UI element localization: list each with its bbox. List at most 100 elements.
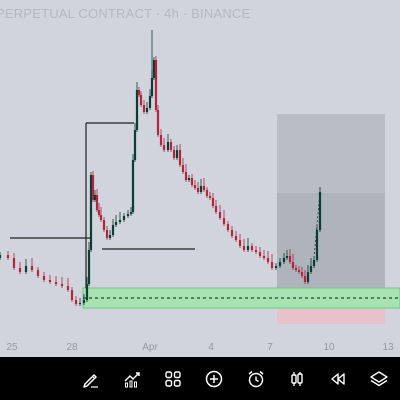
alarm-clock-icon — [248, 370, 264, 387]
candle-body — [300, 272, 304, 276]
candle-body — [87, 250, 91, 284]
layers-button[interactable] — [359, 357, 400, 400]
candle-body — [142, 105, 146, 112]
candles-icon — [291, 371, 303, 386]
candle-body — [318, 192, 322, 230]
candle-body — [54, 282, 58, 284]
candle-body — [278, 262, 282, 266]
candle-body — [60, 284, 64, 286]
position-target-inner-zone — [277, 193, 385, 288]
candle-body — [282, 258, 286, 262]
candle-body — [162, 145, 166, 150]
chart-trend-icon — [124, 371, 140, 387]
candle-body — [159, 135, 163, 145]
plus-circle-icon — [206, 370, 223, 387]
candle-body — [133, 130, 137, 160]
price-chart[interactable]: 25 28 Apr 4 7 10 13 — [0, 0, 400, 357]
grid-icon — [165, 370, 181, 387]
candle-body — [139, 95, 143, 105]
candle-body — [91, 175, 95, 200]
candle-body — [181, 165, 185, 172]
replay-button[interactable] — [318, 357, 359, 400]
candle-body — [99, 215, 103, 220]
candle-body — [129, 212, 133, 214]
x-axis-ticks: 25 28 Apr 4 7 10 13 — [6, 342, 394, 353]
indicators-button[interactable] — [111, 357, 152, 400]
candle-body — [315, 230, 319, 260]
candle-body — [297, 270, 301, 272]
candle-body — [114, 222, 118, 225]
candle-body — [82, 300, 86, 303]
candle-body — [169, 142, 173, 150]
candle-body — [89, 175, 93, 250]
candle-body — [309, 266, 313, 272]
candles-group — [0, 30, 322, 306]
candle-body — [122, 216, 126, 220]
candle-body — [24, 266, 28, 272]
x-tick-label: 4 — [208, 342, 214, 353]
candle-body — [288, 256, 292, 262]
candle-body — [154, 60, 158, 110]
candle-body — [312, 260, 316, 266]
candle-body — [234, 236, 238, 240]
candle-body — [266, 258, 270, 262]
chart-area[interactable]: 25 28 Apr 4 7 10 13 PERPETUAL CONTRACT · 4h · … — [0, 0, 400, 357]
candle-body — [196, 188, 200, 192]
candle-body — [258, 252, 262, 256]
candle-body — [42, 276, 46, 280]
templates-button[interactable] — [153, 357, 194, 400]
candle-body — [214, 206, 218, 212]
candle-body — [274, 266, 278, 268]
candle-body — [30, 266, 34, 270]
x-tick-label: 28 — [66, 342, 78, 353]
candle-body — [250, 246, 254, 250]
add-button[interactable] — [194, 357, 235, 400]
candle-body — [78, 303, 82, 304]
candle-body — [294, 268, 298, 270]
candle-body — [291, 262, 295, 268]
candle-body — [131, 160, 135, 212]
candle-body — [148, 96, 152, 108]
candle-body — [246, 246, 250, 250]
candle-body — [145, 108, 149, 112]
candle-body — [208, 196, 212, 198]
candle-body — [306, 272, 310, 282]
candle-body — [218, 212, 222, 218]
candle-body — [95, 195, 99, 210]
candle-body — [12, 258, 16, 268]
candle-body — [199, 186, 203, 192]
draw-tool-button[interactable] — [70, 357, 111, 400]
candle-body — [137, 90, 141, 95]
candle-body — [285, 256, 289, 258]
candle-body — [93, 195, 97, 200]
pencil-icon — [82, 373, 98, 388]
rewind-icon — [331, 372, 345, 385]
candle-body — [156, 110, 160, 135]
x-tick-label: 25 — [6, 342, 18, 353]
candle-body — [74, 300, 78, 304]
x-tick-label: 10 — [323, 342, 335, 353]
candle-body — [270, 262, 274, 268]
x-tick-label: 7 — [267, 342, 273, 353]
candle-body — [135, 90, 139, 130]
candle-body — [303, 276, 307, 282]
x-tick-label: Apr — [142, 342, 158, 353]
candle-body — [102, 220, 106, 230]
candle-body — [150, 78, 154, 96]
candle-body — [85, 284, 89, 300]
candle-body — [111, 225, 115, 235]
candle-body — [152, 60, 156, 78]
candle-body — [70, 290, 74, 300]
candle-body — [202, 186, 206, 190]
candle-body — [66, 286, 70, 290]
candle-body — [184, 172, 188, 180]
candle-body — [18, 268, 22, 272]
candle-body — [193, 185, 197, 188]
candle-body — [222, 218, 226, 224]
alert-button[interactable] — [235, 357, 276, 400]
candle-body — [105, 230, 109, 238]
chart-type-button[interactable] — [276, 357, 317, 400]
candle-body — [205, 190, 209, 196]
candle-body — [178, 150, 182, 165]
candle-body — [48, 280, 52, 282]
